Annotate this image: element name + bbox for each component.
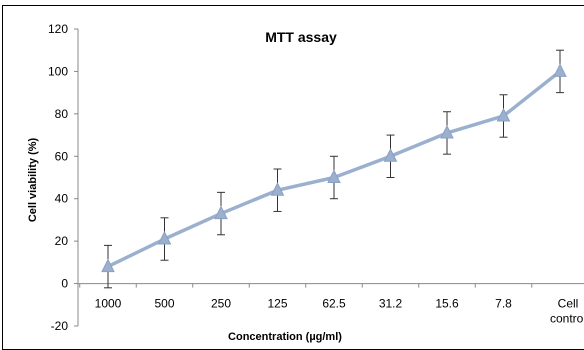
y-tick-label: 40 (55, 192, 69, 206)
data-point (214, 205, 228, 220)
y-axis-title: Cell viability (%) (27, 137, 39, 222)
x-tick-label: 31.2 (379, 297, 403, 311)
x-axis-title: Concentration (µg/ml) (228, 331, 342, 343)
data-point (496, 107, 511, 122)
x-tick-label: Cell control (550, 297, 584, 326)
chart-frame (2, 5, 584, 350)
data-point (270, 182, 285, 196)
y-tick-label: 80 (55, 107, 69, 121)
x-tick-label: 250 (211, 297, 231, 311)
y-tick-label: 0 (61, 277, 68, 291)
series-layer (101, 63, 567, 273)
x-tick-label: 15.6 (435, 297, 459, 311)
data-point (157, 230, 172, 245)
x-tick-label: 125 (267, 297, 287, 311)
data-point (383, 148, 398, 162)
x-tick-label: 62.5 (322, 297, 346, 311)
data-point (101, 258, 115, 273)
tick-labels: -20 0 20 40 60 80 100 120 1000 500 250 125 62.5 31.2 1… (48, 22, 584, 333)
y-tick-label: -20 (51, 319, 69, 333)
y-tick-label: 60 (55, 149, 69, 163)
x-tick-label: 7.8 (495, 297, 512, 311)
error-bars (104, 49, 564, 289)
y-tick-label: 120 (48, 22, 68, 36)
x-tick-label: 1000 (95, 297, 122, 311)
data-point (440, 124, 454, 139)
axes (74, 28, 584, 327)
data-point (327, 169, 341, 183)
y-tick-label: 100 (48, 64, 68, 78)
y-tick-label: 20 (55, 234, 69, 248)
chart-title: MTT assay (265, 29, 337, 45)
data-point (553, 63, 567, 77)
x-tick-label: 500 (154, 297, 174, 311)
